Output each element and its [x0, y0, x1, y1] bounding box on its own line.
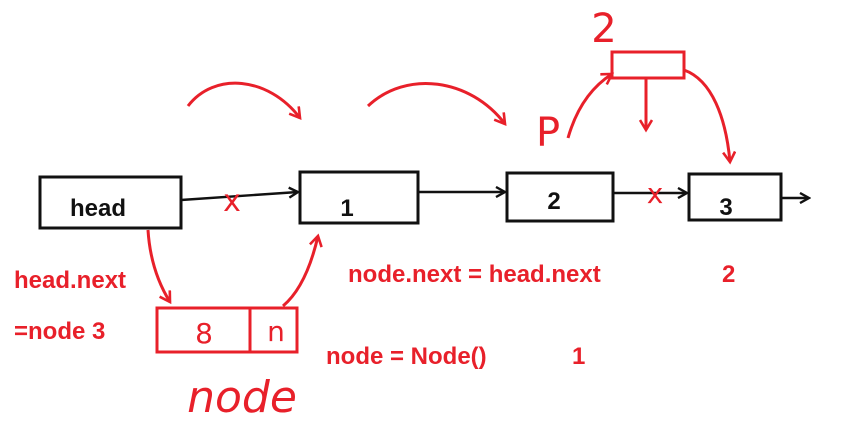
node-3: 3 — [687, 172, 783, 222]
traversal-arc-1 — [186, 81, 300, 118]
pointer-p-label: P — [536, 110, 560, 156]
node-3-label: 3 — [719, 194, 732, 221]
new-node-next: n — [267, 315, 285, 348]
new-node-label: node — [187, 372, 297, 423]
annotation-node-next-step: 2 — [722, 261, 735, 288]
annotation-node-create: node = Node() — [326, 343, 487, 370]
cross-mark-head-link: x — [223, 184, 241, 219]
head-to-new-node-arrow — [146, 229, 170, 302]
node-head: head — [38, 175, 183, 230]
annotation-node-next: node.next = head.next — [348, 261, 601, 288]
temp-to-node3-arrow — [683, 68, 730, 162]
link-head-to-1 — [180, 192, 298, 202]
node-2-label: 2 — [547, 188, 560, 215]
pointer-p-arrow — [566, 74, 612, 139]
node-1-label: 1 — [340, 195, 353, 222]
temp-node-box — [610, 50, 686, 80]
annotation-head-next: head.next — [14, 267, 126, 294]
traversal-arc-2 — [366, 81, 505, 124]
cross-mark-node2-link: x — [647, 177, 664, 210]
step-2-handwritten: 2 — [591, 6, 616, 52]
node-1: 1 — [298, 170, 420, 225]
new-node-value: 8 — [195, 317, 213, 350]
annotation-equals-node-3: =node 3 — [14, 318, 105, 345]
new-node-box: 8 n — [155, 306, 299, 354]
new-node-to-node1-arrow — [282, 236, 318, 308]
node-2: 2 — [505, 171, 615, 223]
node-head-label: head — [70, 195, 126, 222]
annotation-node-create-step: 1 — [572, 343, 585, 370]
